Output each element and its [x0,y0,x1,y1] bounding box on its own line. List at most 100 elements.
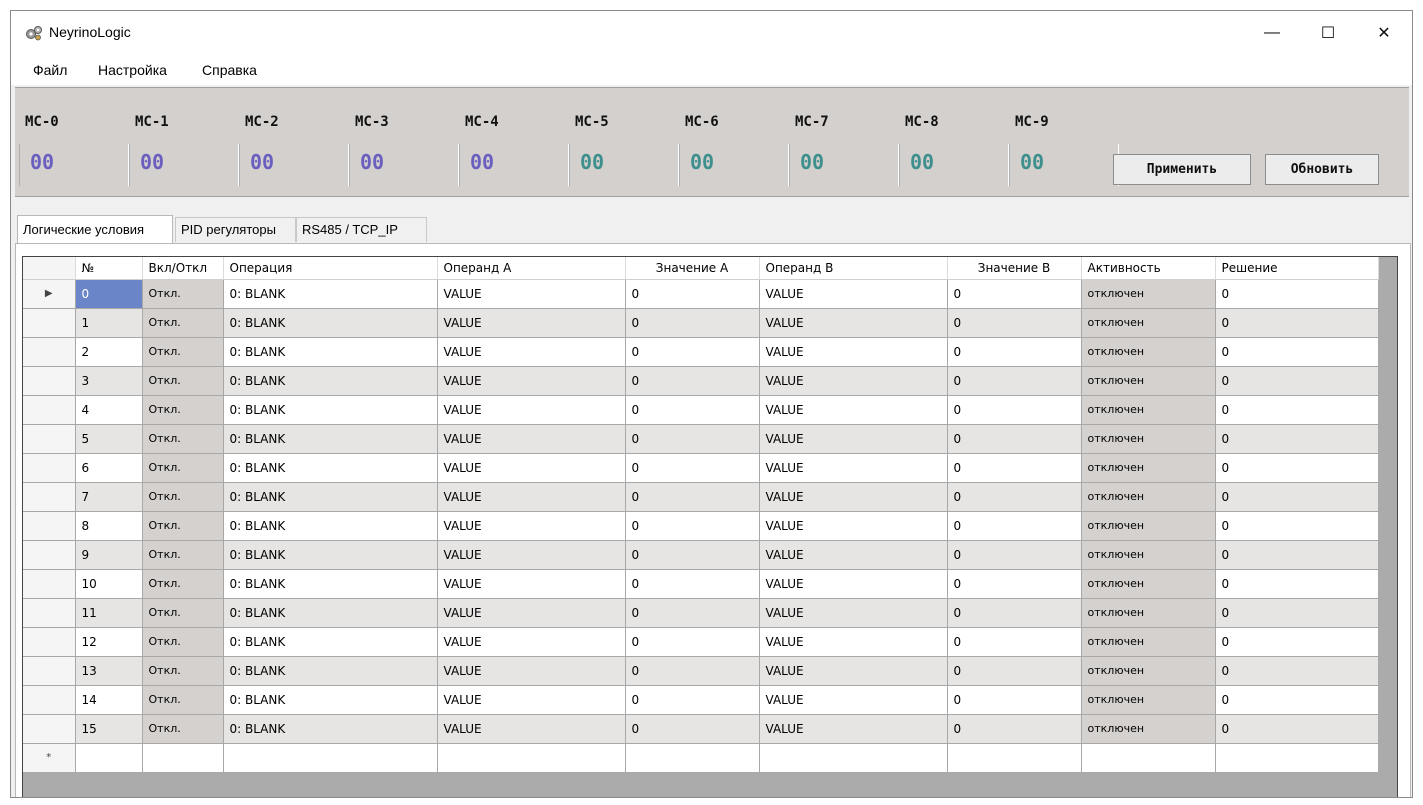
cell-operand-a[interactable]: VALUE [437,511,626,541]
row-header[interactable] [23,569,76,599]
cell-onoff[interactable]: Откл. [142,395,224,425]
cell-onoff[interactable]: Откл. [142,453,224,483]
cell-operand-a[interactable]: VALUE [437,337,626,367]
cell-decision[interactable]: 0 [1215,569,1379,599]
cell-activity[interactable]: отключен [1081,598,1216,628]
table-row[interactable]: 6 Откл. 0: BLANK VALUE 0 VALUE 0 отключен 0 [23,453,1379,483]
cell-onoff[interactable]: Откл. [142,598,224,628]
column-header-number[interactable]: № [75,257,143,280]
row-header[interactable] [23,714,76,744]
cell-value-b[interactable]: 0 [947,366,1082,396]
cell-operand-a[interactable]: VALUE [437,569,626,599]
cell-operand-a[interactable]: VALUE [437,627,626,657]
cell-value-a[interactable]: 0 [625,337,760,367]
cell-value-b[interactable]: 0 [947,569,1082,599]
cell-operand-b[interactable]: VALUE [759,540,948,570]
table-row[interactable]: 7 Откл. 0: BLANK VALUE 0 VALUE 0 отключен 0 [23,482,1379,512]
cell-operation[interactable]: 0: BLANK [223,424,438,454]
cell-value-b[interactable]: 0 [947,656,1082,686]
row-header[interactable] [23,482,76,512]
maximize-button[interactable]: ☐ [1320,25,1336,42]
new-row-cell[interactable] [223,743,438,773]
cell-operand-b[interactable]: VALUE [759,482,948,512]
cell-activity[interactable]: отключен [1081,308,1216,338]
cell-activity[interactable]: отключен [1081,424,1216,454]
cell-number[interactable]: 1 [75,308,143,338]
cell-onoff[interactable]: Откл. [142,656,224,686]
cell-decision[interactable]: 0 [1215,453,1379,483]
cell-activity[interactable]: отключен [1081,569,1216,599]
cell-value-a[interactable]: 0 [625,656,760,686]
cell-number[interactable]: 2 [75,337,143,367]
cell-onoff[interactable]: Откл. [142,627,224,657]
cell-number[interactable]: 7 [75,482,143,512]
cell-number[interactable]: 12 [75,627,143,657]
cell-operand-b[interactable]: VALUE [759,337,948,367]
cell-number[interactable]: 5 [75,424,143,454]
cell-operand-a[interactable]: VALUE [437,308,626,338]
cell-value-b[interactable]: 0 [947,395,1082,425]
cell-operand-b[interactable]: VALUE [759,366,948,396]
cell-operand-a[interactable]: VALUE [437,685,626,715]
cell-number[interactable]: 15 [75,714,143,744]
column-header-activity[interactable]: Активность [1081,257,1216,280]
cell-number[interactable]: 8 [75,511,143,541]
cell-operation[interactable]: 0: BLANK [223,627,438,657]
cell-value-a[interactable]: 0 [625,598,760,628]
cell-number[interactable]: 14 [75,685,143,715]
new-row-cell[interactable] [625,743,760,773]
cell-activity[interactable]: отключен [1081,482,1216,512]
cell-decision[interactable]: 0 [1215,366,1379,396]
new-row-cell[interactable] [142,743,224,773]
cell-value-a[interactable]: 0 [625,395,760,425]
table-row[interactable]: 10 Откл. 0: BLANK VALUE 0 VALUE 0 отключен 0 [23,569,1379,599]
cell-operand-b[interactable]: VALUE [759,424,948,454]
new-row-cell[interactable] [1215,743,1379,773]
new-row-cell[interactable] [75,743,143,773]
cell-operand-b[interactable]: VALUE [759,598,948,628]
cell-operation[interactable]: 0: BLANK [223,453,438,483]
cell-operand-a[interactable]: VALUE [437,395,626,425]
cell-number[interactable]: 0 [75,279,143,309]
tab-logic-conditions[interactable]: Логические условия [17,215,173,243]
cell-operation[interactable]: 0: BLANK [223,337,438,367]
cell-value-a[interactable]: 0 [625,424,760,454]
cell-value-a[interactable]: 0 [625,453,760,483]
cell-operand-b[interactable]: VALUE [759,656,948,686]
cell-operand-b[interactable]: VALUE [759,395,948,425]
cell-onoff[interactable]: Откл. [142,366,224,396]
cell-decision[interactable]: 0 [1215,308,1379,338]
cell-value-a[interactable]: 0 [625,511,760,541]
cell-number[interactable]: 3 [75,366,143,396]
cell-operand-a[interactable]: VALUE [437,540,626,570]
mc-value-field[interactable]: 00 [459,144,569,186]
cell-value-b[interactable]: 0 [947,279,1082,309]
new-row-cell[interactable] [759,743,948,773]
cell-number[interactable]: 10 [75,569,143,599]
cell-decision[interactable]: 0 [1215,279,1379,309]
row-header[interactable] [23,598,76,628]
apply-button[interactable]: Применить [1113,154,1251,185]
cell-onoff[interactable]: Откл. [142,482,224,512]
mc-value-field[interactable]: 00 [19,144,129,186]
row-header[interactable] [23,540,76,570]
cell-operand-b[interactable]: VALUE [759,279,948,309]
cell-onoff[interactable]: Откл. [142,540,224,570]
new-row-cell[interactable] [1081,743,1216,773]
cell-operand-a[interactable]: VALUE [437,279,626,309]
column-header-value-a[interactable]: Значение A [625,257,760,280]
cell-operation[interactable]: 0: BLANK [223,279,438,309]
cell-onoff[interactable]: Откл. [142,279,224,309]
row-header[interactable] [23,366,76,396]
column-header-operand-a[interactable]: Операнд A [437,257,626,280]
cell-value-b[interactable]: 0 [947,627,1082,657]
row-header[interactable] [23,453,76,483]
cell-value-a[interactable]: 0 [625,279,760,309]
mc-value-field[interactable]: 00 [1009,144,1119,186]
cell-activity[interactable]: отключен [1081,627,1216,657]
new-row-cell[interactable] [437,743,626,773]
cell-activity[interactable]: отключен [1081,395,1216,425]
table-row[interactable]: 5 Откл. 0: BLANK VALUE 0 VALUE 0 отключен 0 [23,424,1379,454]
cell-value-a[interactable]: 0 [625,569,760,599]
cell-value-b[interactable]: 0 [947,540,1082,570]
